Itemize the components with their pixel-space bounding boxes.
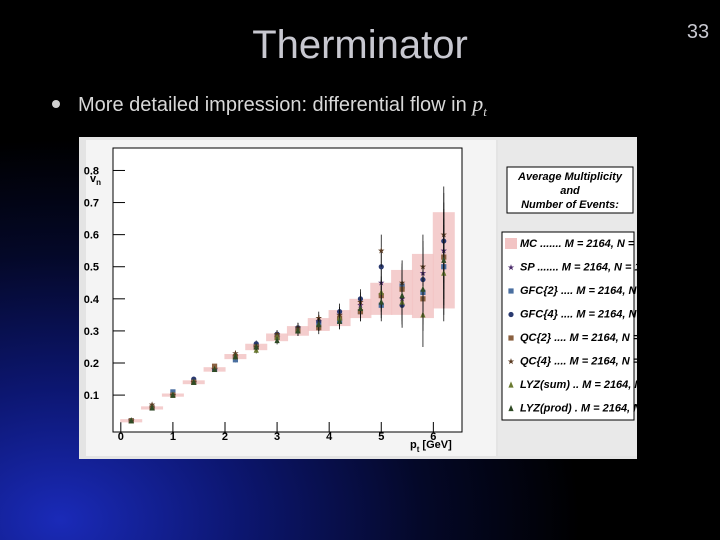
legend-marker [507, 264, 515, 271]
x-tick-label: 5 [378, 431, 384, 443]
legend-title: Average Multiplicity [517, 171, 623, 183]
legend-title: Number of Events: [521, 199, 619, 211]
point [441, 256, 447, 263]
point [378, 298, 384, 305]
y-tick-label: 0.5 [84, 262, 99, 274]
legend-label: GFC{2} .... M = 2164, N = 1728 [520, 285, 674, 297]
x-tick-label: 0 [118, 431, 124, 443]
point [336, 317, 343, 324]
x-tick-label: 1 [170, 431, 176, 443]
legend-marker [507, 358, 515, 365]
legend-marker [508, 381, 514, 388]
legend-title-box [506, 166, 634, 214]
x-label-main: p [410, 439, 417, 451]
y-tick-label: 0.8 [84, 165, 99, 177]
series: LYZ(prod) . M = 2164, N = 1728 [128, 212, 679, 424]
point [211, 365, 218, 373]
y-tick-label: 0.1 [84, 390, 99, 402]
bullet-text: More detailed impression: differential f… [78, 91, 487, 119]
point [170, 391, 176, 398]
legend-label: QC{2} .... M = 2164, N = 1728 [520, 332, 668, 344]
x-axis-label: pt [GeV] [410, 439, 452, 454]
legend-label: LYZ(prod) . M = 2164, N = 1728 [520, 403, 679, 415]
x-label-unit: [GeV] [422, 439, 452, 451]
legend-label: SP ....... M = 2164, N = 1728 [520, 262, 660, 274]
bullet-plain: More detailed impression: differential f… [78, 94, 472, 116]
x-tick-label: 3 [274, 431, 280, 443]
x-label-sub: t [417, 445, 420, 454]
point [295, 327, 301, 334]
legend-label: QC{4} .... M = 2164, N = 1728 [520, 356, 668, 368]
legend-label: GFC{4} .... M = 2164, N = 1728 [520, 309, 674, 321]
point [316, 320, 322, 328]
legend-label: MC ....... M = 2164, N = 1728 [520, 238, 663, 250]
y-label-main: v [90, 173, 97, 185]
legend-marker [508, 288, 514, 294]
point [191, 378, 197, 385]
legend-marker [508, 335, 514, 341]
y-axis-label: vn [90, 173, 101, 187]
legend-title: and [560, 185, 580, 197]
point [399, 292, 405, 299]
legend-marker [508, 311, 514, 318]
legend-label: LYZ(sum) .. M = 2164, N = 1728 [520, 379, 680, 391]
y-tick-label: 0.3 [84, 326, 99, 338]
bullet-math: p [470, 91, 483, 116]
bullet-marker [52, 100, 60, 108]
point [232, 352, 239, 360]
legend-swatch [505, 238, 517, 249]
x-tick-label: 6 [430, 431, 436, 443]
y-tick-label: 0.2 [84, 358, 99, 370]
x-tick-label: 4 [326, 431, 333, 443]
y-tick-label: 0.4 [84, 294, 100, 306]
slide-title: Therminator [252, 23, 468, 67]
y-label-sub: n [96, 178, 101, 187]
point [315, 314, 322, 321]
point [357, 304, 364, 312]
point [378, 247, 385, 254]
point [274, 336, 280, 344]
x-tick-label: 2 [222, 431, 228, 443]
y-tick-label: 0.6 [84, 230, 99, 242]
chart: Average Multiplicity and Number of Event… [79, 137, 680, 459]
y-tick-label: 0.7 [84, 198, 99, 210]
point [253, 343, 259, 350]
legend-box [501, 231, 635, 421]
point [149, 404, 155, 411]
point [128, 417, 134, 424]
legend-marker [508, 404, 514, 412]
bullet-math-sub: t [483, 104, 487, 119]
point [420, 285, 426, 292]
point [232, 357, 239, 363]
page-number: 33 [687, 21, 709, 43]
